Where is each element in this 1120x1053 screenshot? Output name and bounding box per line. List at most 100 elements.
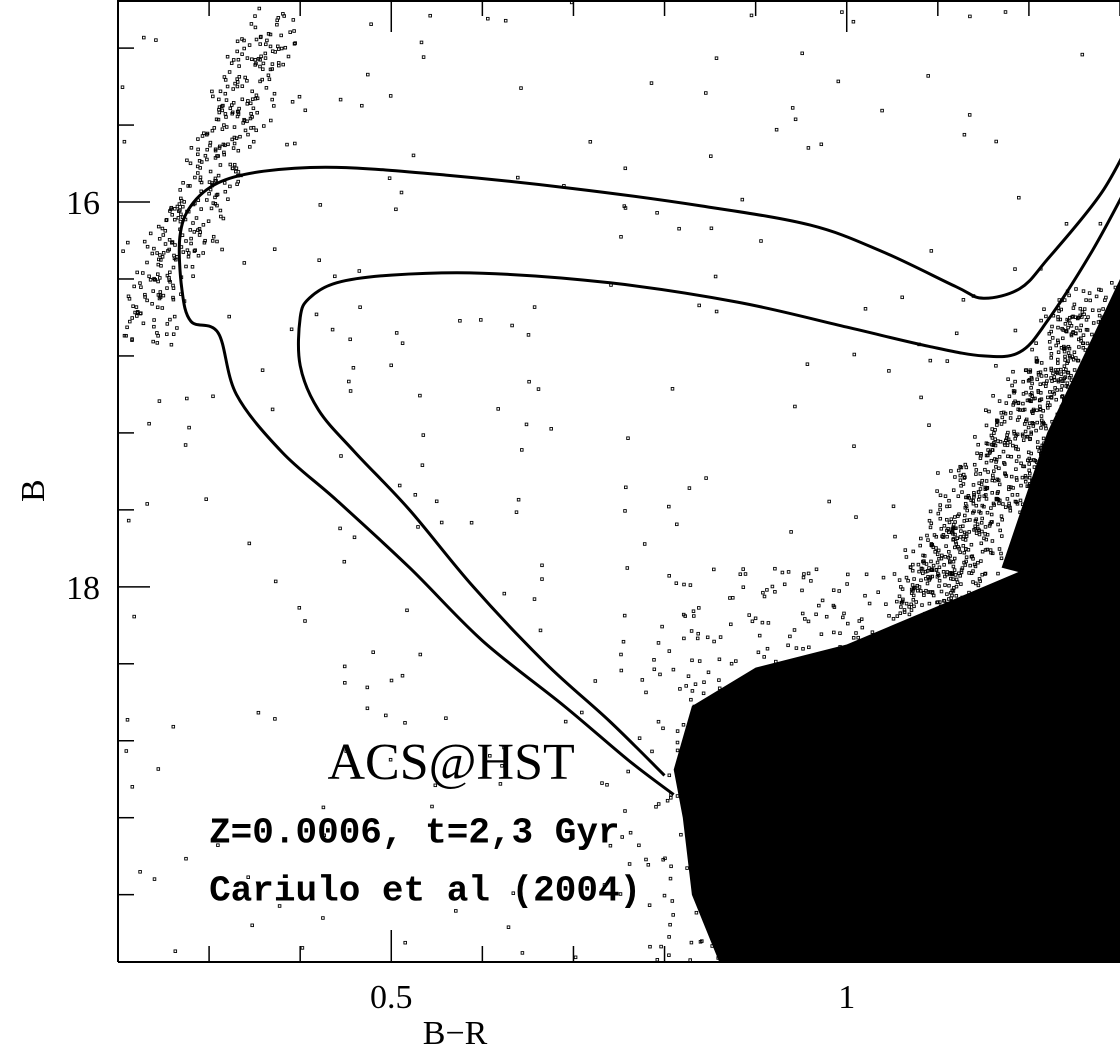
- star-point: [992, 431, 996, 435]
- star-point: [265, 38, 269, 43]
- star-point: [1098, 221, 1103, 226]
- star-point: [1028, 437, 1032, 442]
- star-point: [972, 495, 976, 499]
- star-point: [994, 457, 999, 462]
- star-point: [1082, 307, 1087, 311]
- star-point: [1035, 377, 1039, 382]
- star-point: [148, 231, 153, 236]
- star-point: [976, 442, 980, 447]
- star-point: [756, 650, 761, 655]
- star-point: [1031, 409, 1036, 413]
- star-point: [444, 716, 448, 720]
- star-point: [880, 108, 884, 113]
- star-point: [217, 110, 222, 115]
- star-point: [661, 857, 665, 862]
- star-point: [996, 571, 1000, 576]
- star-point: [656, 641, 661, 645]
- star-point: [958, 473, 963, 478]
- star-point: [895, 599, 899, 604]
- star-point: [231, 58, 236, 62]
- star-point: [1086, 315, 1090, 319]
- star-point: [967, 496, 971, 500]
- star-point: [987, 451, 992, 455]
- star-point: [1063, 354, 1067, 359]
- star-point: [242, 46, 246, 51]
- star-point: [170, 241, 174, 245]
- star-point: [668, 922, 672, 927]
- star-point: [234, 166, 239, 171]
- isochrone-line: [177, 157, 1120, 796]
- star-point: [1002, 419, 1007, 424]
- star-point: [1047, 331, 1052, 336]
- star-point: [793, 404, 797, 409]
- star-point: [421, 433, 426, 437]
- star-point: [932, 533, 937, 537]
- star-point: [167, 238, 172, 242]
- star-point: [202, 240, 207, 245]
- star-point: [371, 650, 375, 654]
- star-point: [1070, 315, 1074, 319]
- star-point: [1044, 314, 1048, 319]
- star-point: [999, 514, 1004, 518]
- star-point: [1013, 267, 1017, 271]
- star-point: [208, 140, 213, 145]
- star-point: [1028, 471, 1032, 476]
- star-point: [984, 408, 988, 412]
- star-point: [867, 601, 872, 606]
- star-point: [625, 566, 630, 570]
- star-point: [971, 498, 975, 503]
- star-point: [285, 142, 289, 147]
- star-point: [841, 615, 845, 620]
- star-point: [389, 678, 394, 683]
- star-point: [1006, 377, 1010, 381]
- star-point: [934, 546, 938, 550]
- star-point: [1005, 436, 1009, 441]
- star-point: [926, 538, 930, 542]
- star-point: [165, 332, 169, 336]
- star-point: [223, 91, 228, 96]
- star-point: [1036, 373, 1041, 377]
- star-point: [1097, 308, 1101, 313]
- star-point: [1019, 461, 1023, 466]
- star-point: [130, 785, 135, 789]
- star-point: [153, 278, 157, 282]
- star-point: [969, 498, 973, 502]
- star-point: [223, 78, 228, 82]
- star-point: [1010, 383, 1014, 388]
- star-point: [942, 524, 947, 528]
- star-point: [434, 499, 439, 504]
- star-point: [954, 594, 959, 598]
- star-point: [164, 218, 169, 222]
- star-point: [831, 588, 836, 592]
- star-point: [165, 322, 170, 326]
- star-point: [228, 106, 233, 111]
- star-point: [211, 394, 215, 399]
- star-point: [1027, 398, 1032, 403]
- star-point: [1025, 434, 1030, 439]
- star-point: [793, 117, 798, 122]
- star-point: [277, 63, 281, 68]
- star-point: [951, 488, 956, 492]
- star-point: [171, 724, 176, 729]
- star-point: [964, 555, 969, 559]
- star-point: [1066, 318, 1071, 323]
- star-point: [648, 944, 652, 949]
- star-point: [979, 541, 984, 546]
- star-point: [224, 98, 229, 102]
- star-point: [688, 583, 693, 587]
- star-point: [164, 218, 168, 223]
- star-point: [293, 141, 297, 146]
- star-point: [220, 108, 225, 113]
- star-point: [208, 143, 212, 148]
- star-point: [488, 754, 492, 758]
- star-point: [922, 591, 926, 595]
- star-point: [814, 612, 818, 617]
- star-point: [237, 106, 241, 111]
- star-point: [963, 513, 967, 518]
- star-point: [700, 939, 704, 943]
- star-point: [1049, 368, 1054, 373]
- star-point: [999, 556, 1004, 561]
- star-point: [248, 101, 253, 106]
- star-point: [236, 110, 241, 114]
- star-point: [939, 589, 944, 594]
